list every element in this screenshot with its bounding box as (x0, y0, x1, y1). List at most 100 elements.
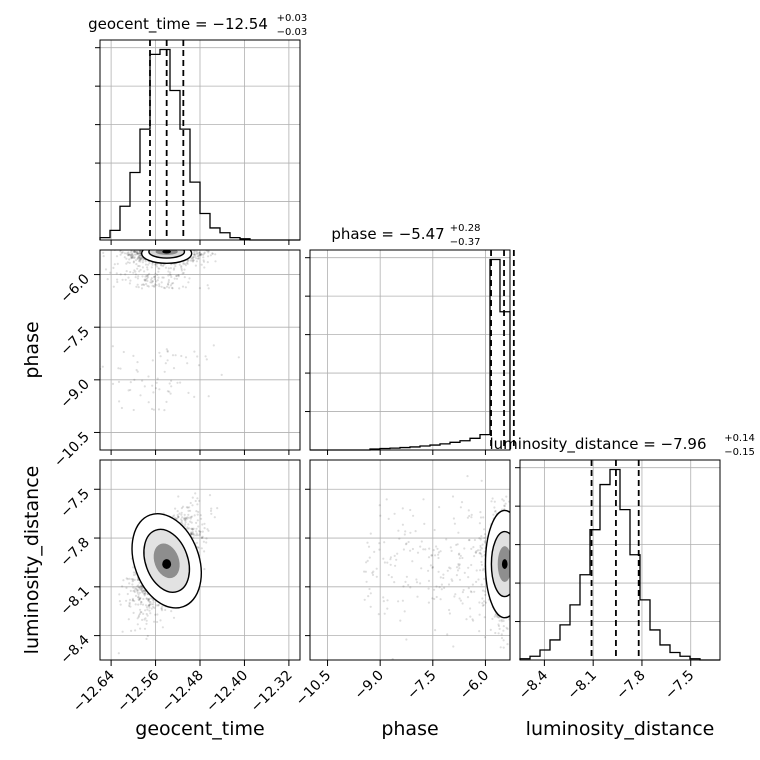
scatter-point (132, 611, 135, 615)
scatter-point (133, 250, 136, 253)
scatter-point (140, 587, 143, 590)
scatter-point (463, 571, 466, 575)
scatter-point (183, 517, 187, 520)
scatter-point (152, 599, 155, 602)
scatter-point (197, 546, 200, 549)
scatter-point (125, 257, 128, 260)
scatter-point (468, 514, 471, 518)
scatter-point (185, 516, 188, 520)
scatter-point (431, 565, 434, 569)
scatter-point (152, 603, 155, 606)
scatter-point (375, 575, 378, 578)
scatter-point (198, 253, 201, 256)
scatter-point (201, 530, 204, 533)
scatter-point (207, 250, 210, 253)
scatter-point (190, 259, 193, 262)
scatter-point (203, 527, 206, 530)
scatter-point (195, 257, 198, 260)
scatter-point (142, 589, 145, 592)
scatter-point (447, 583, 451, 586)
scatter-point (190, 527, 193, 530)
scatter-point (194, 250, 197, 253)
scatter-point (480, 560, 483, 564)
scatter-point (137, 252, 140, 255)
scatter-point (143, 593, 146, 596)
scatter-point (137, 598, 140, 601)
scatter-point (180, 519, 183, 523)
scatter-point (473, 590, 476, 593)
scatter-points (363, 475, 510, 660)
scatter-point (189, 532, 192, 535)
scatter-point (143, 283, 146, 287)
scatter-point (194, 253, 197, 256)
scatter-point (135, 263, 138, 266)
scatter-point (175, 274, 178, 278)
scatter-point (478, 613, 481, 616)
scatter-point (146, 284, 149, 287)
scatter-point (411, 547, 414, 551)
scatter-point (177, 274, 180, 277)
scatter-point (184, 356, 188, 359)
scatter-point (142, 589, 145, 593)
scatter-point (167, 281, 170, 284)
scatter-point (183, 513, 186, 517)
scatter-point (207, 287, 210, 290)
scatter-point (136, 257, 139, 260)
scatter-point (130, 578, 133, 581)
scatter-point (479, 538, 482, 541)
scatter-point (500, 636, 504, 640)
scatter-point (147, 598, 150, 601)
scatter-point (151, 384, 154, 387)
scatter-point (152, 408, 155, 411)
scatter-point (141, 618, 144, 622)
scatter-point (461, 556, 464, 560)
scatter-point (136, 617, 139, 620)
scatter-point (200, 253, 203, 256)
scatter-point (427, 601, 430, 604)
scatter-point (453, 522, 456, 525)
scatter-point (118, 400, 121, 403)
scatter-point (140, 287, 144, 290)
scatter-point (127, 253, 131, 256)
scatter-point (143, 589, 146, 592)
scatter-point (505, 626, 508, 629)
y-tick-label-luminosity_distance: −8.1 (57, 583, 92, 618)
scatter-point (461, 602, 464, 605)
scatter-point (475, 580, 478, 584)
scatter-point (140, 258, 143, 261)
x-tick-label-phase: −7.5 (404, 668, 439, 703)
scatter-point (437, 570, 440, 573)
scatter-point (133, 257, 136, 260)
scatter-point (393, 512, 396, 515)
scatter-point (220, 373, 223, 376)
scatter-point (125, 586, 128, 590)
scatter-point (419, 582, 422, 585)
scatter-point (140, 601, 143, 604)
scatter-point (135, 368, 138, 372)
scatter-point (494, 631, 497, 635)
x-tick-label-luminosity_distance: −7.5 (662, 668, 697, 703)
scatter-point (188, 277, 191, 280)
scatter-point (133, 378, 136, 381)
scatter-point (492, 513, 495, 516)
scatter-point (195, 260, 198, 263)
scatter-point (111, 382, 115, 385)
scatter-point (147, 598, 150, 601)
scatter-point (169, 267, 172, 270)
scatter-point (180, 269, 183, 272)
scatter-point (424, 548, 427, 551)
scatter-point (133, 256, 136, 259)
scatter-point (129, 251, 132, 254)
scatter-point (142, 597, 145, 601)
scatter-point (136, 585, 139, 588)
scatter-point (146, 634, 149, 638)
scatter-point (458, 597, 461, 600)
scatter-point (171, 287, 174, 290)
scatter-point (386, 561, 389, 564)
scatter-point (141, 261, 144, 264)
scatter-point (135, 588, 139, 592)
scatter-point (146, 276, 150, 279)
scatter-point (497, 623, 500, 626)
scatter-point (158, 285, 161, 288)
scatter-point (180, 521, 183, 524)
